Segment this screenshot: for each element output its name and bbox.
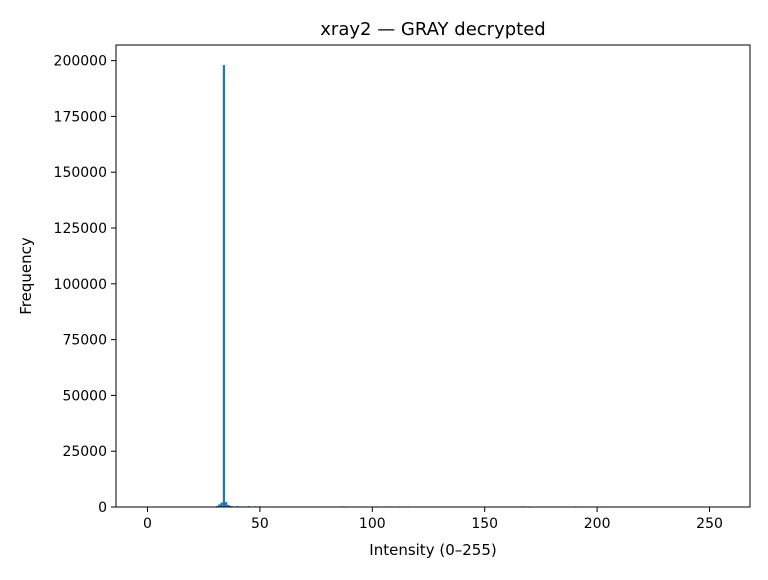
y-tick-label: 125000 — [54, 221, 107, 237]
y-tick-label: 150000 — [54, 165, 107, 181]
x-tick-label: 50 — [251, 516, 269, 532]
x-tick-label: 150 — [471, 516, 498, 532]
histogram-bar — [216, 505, 219, 507]
y-tick-label: 25000 — [62, 444, 107, 460]
x-tick-label: 200 — [584, 516, 611, 532]
y-tick-label: 75000 — [62, 333, 107, 349]
x-tick-label: 100 — [359, 516, 386, 532]
x-axis-label: Intensity (0–255) — [369, 541, 496, 559]
histogram-bar — [229, 505, 232, 507]
y-tick-label: 0 — [98, 500, 107, 516]
histogram-bar — [222, 65, 226, 507]
histogram-bar — [227, 504, 230, 507]
histogram-bar — [220, 502, 223, 507]
y-axis-ticks: 0 25000 50000 75000 100000 125000 150000 175000… — [54, 54, 116, 516]
bars-group — [216, 65, 603, 508]
histogram-bar — [225, 502, 228, 507]
chart-title: xray2 — GRAY decrypted — [320, 19, 545, 40]
histogram-bar — [218, 504, 221, 507]
y-tick-label: 100000 — [54, 277, 107, 293]
x-tick-label: 250 — [696, 516, 723, 532]
y-tick-label: 200000 — [54, 54, 107, 70]
y-tick-label: 175000 — [54, 109, 107, 125]
plot-frame — [115, 44, 751, 508]
x-axis-ticks: 0 50 100 150 200 250 — [143, 507, 723, 532]
x-tick-label: 0 — [143, 516, 152, 532]
y-tick-label: 50000 — [62, 388, 107, 404]
y-axis-label: Frequency — [17, 237, 35, 315]
